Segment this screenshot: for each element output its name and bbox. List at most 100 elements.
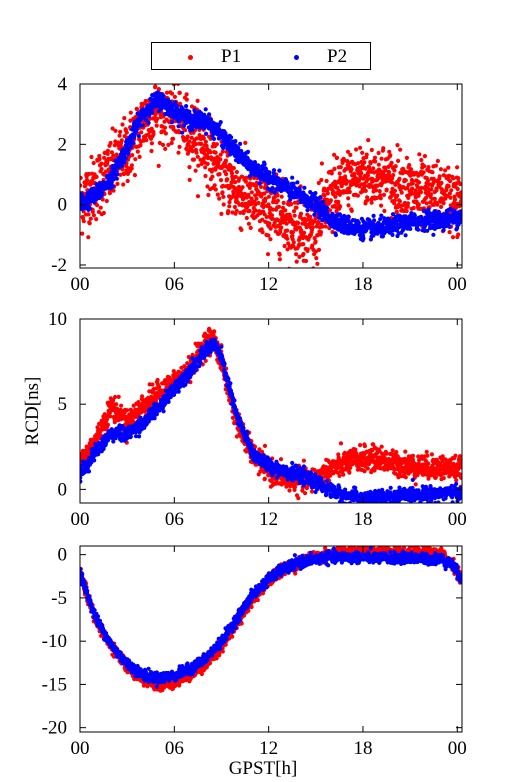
data-point-p1 (166, 65, 170, 69)
data-point-p1 (97, 157, 102, 162)
data-point-p1 (233, 180, 238, 185)
data-point-p1 (437, 174, 442, 179)
data-point-p1 (438, 167, 443, 172)
data-point-p1 (424, 201, 429, 206)
data-point-p1 (223, 158, 228, 163)
data-point-p1 (381, 192, 387, 197)
data-point-p1 (403, 449, 408, 454)
data-point-p1 (319, 161, 324, 166)
data-point-p1 (205, 184, 210, 189)
data-point-p2 (390, 212, 396, 217)
data-point-p1 (368, 161, 373, 166)
data-point-p1 (81, 219, 86, 224)
data-point-p1 (243, 179, 248, 184)
data-point-p1 (212, 329, 217, 334)
data-point-p1 (99, 167, 104, 172)
data-point-p1 (260, 217, 265, 222)
data-point-p2 (378, 217, 383, 222)
data-point-p1 (310, 243, 315, 248)
data-point-p2 (291, 181, 296, 186)
data-point-p2 (447, 224, 452, 229)
data-point-p1 (450, 235, 456, 240)
data-point-p1 (162, 125, 168, 130)
series-p2-panel-1 (80, 90, 462, 243)
data-point-p1 (403, 178, 408, 183)
data-point-p1 (303, 491, 308, 496)
data-point-p1 (382, 208, 387, 214)
data-point-p1 (393, 164, 398, 169)
data-point-p2 (109, 181, 114, 186)
data-point-p2 (295, 180, 300, 185)
data-point-p1 (254, 196, 259, 201)
data-point-p1 (303, 258, 309, 264)
data-point-p1 (430, 170, 435, 175)
data-point-p1 (105, 422, 110, 427)
data-point-p1 (134, 106, 139, 112)
data-point-p1 (419, 157, 424, 163)
data-point-p1 (261, 203, 266, 208)
data-point-p2 (271, 168, 277, 173)
data-point-p2 (441, 228, 446, 233)
data-point-p1 (313, 239, 318, 244)
data-point-p1 (372, 155, 378, 160)
data-point-p1 (323, 224, 328, 229)
data-point-p2 (288, 197, 293, 202)
data-point-p1 (160, 142, 166, 147)
data-point-p1 (157, 140, 162, 146)
data-point-p1 (291, 209, 297, 214)
data-point-p1 (218, 152, 223, 157)
data-point-p1 (284, 221, 289, 226)
data-point-p2 (270, 186, 275, 191)
data-point-p1 (124, 130, 129, 135)
data-point-p2 (86, 202, 91, 207)
data-point-p1 (267, 221, 272, 226)
data-point-p1 (325, 186, 331, 192)
data-point-p1 (394, 209, 399, 214)
data-point-p1 (129, 166, 134, 171)
data-point-p2 (277, 168, 282, 173)
data-point-p1 (318, 230, 324, 235)
data-point-p1 (435, 202, 440, 207)
data-point-p1 (124, 408, 130, 413)
data-point-p1 (279, 225, 284, 230)
data-point-p2 (346, 214, 351, 219)
data-point-p2 (233, 139, 238, 144)
data-point-p1 (233, 174, 238, 179)
data-point-p2 (149, 110, 154, 115)
data-point-p1 (391, 173, 396, 178)
data-point-p1 (392, 198, 397, 203)
data-point-p1 (276, 204, 282, 209)
data-point-p1 (289, 202, 294, 207)
data-point-p1 (452, 197, 458, 202)
data-point-p1 (104, 198, 109, 204)
data-point-p1 (349, 208, 354, 213)
data-point-p1 (171, 136, 176, 141)
data-point-p1 (338, 441, 344, 446)
data-point-p1 (353, 447, 358, 452)
data-point-p1 (379, 444, 384, 449)
data-point-p1 (426, 461, 431, 466)
data-point-p1 (276, 218, 281, 223)
data-point-p1 (451, 176, 456, 181)
data-point-p1 (371, 166, 376, 171)
data-point-p1 (80, 183, 83, 188)
x-tick-label: 06 (165, 274, 184, 295)
data-point-p1 (386, 169, 391, 175)
data-point-p1 (337, 473, 342, 478)
data-point-p1 (362, 469, 367, 474)
data-point-p1 (195, 194, 201, 199)
data-point-p2 (229, 135, 234, 140)
data-point-p1 (163, 146, 168, 151)
data-point-p1 (246, 194, 251, 199)
data-point-p2 (379, 213, 384, 218)
data-point-p1 (390, 176, 395, 181)
data-point-p1 (344, 178, 349, 183)
data-point-p1 (244, 175, 249, 180)
data-point-p1 (270, 207, 275, 212)
data-point-p1 (138, 143, 143, 148)
data-point-p1 (196, 163, 201, 168)
data-point-p2 (122, 160, 127, 165)
data-point-p1 (346, 203, 351, 208)
data-point-p1 (268, 237, 273, 242)
